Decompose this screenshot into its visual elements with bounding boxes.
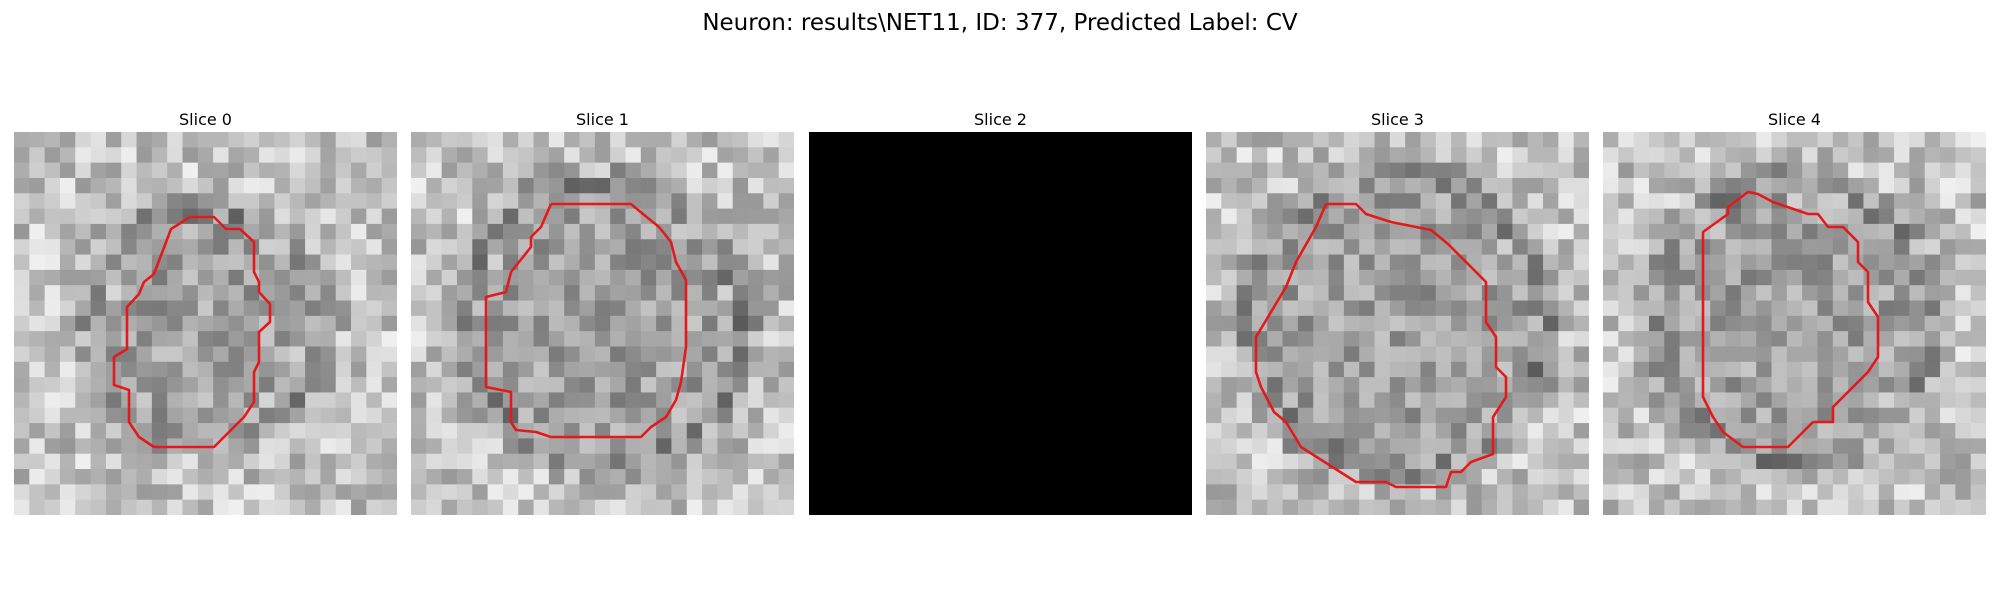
- cell-contour-3: [1254, 202, 1508, 489]
- slice-image-2: [809, 132, 1192, 515]
- slice-title-1: Slice 1: [576, 110, 629, 129]
- slice-panel-0: Slice 0: [14, 110, 397, 515]
- slice-title-2: Slice 2: [974, 110, 1027, 129]
- cell-contour-1: [484, 202, 688, 439]
- figure-title: Neuron: results\NET11, ID: 377, Predicte…: [702, 10, 1298, 36]
- slice-title-0: Slice 0: [179, 110, 232, 129]
- cell-contour-0: [112, 215, 272, 449]
- slice-image-4: [1603, 132, 1986, 515]
- slice-image-3: [1206, 132, 1589, 515]
- slice-panel-1: Slice 1: [411, 110, 794, 515]
- slice-image-0: [14, 132, 397, 515]
- slice-image-1: [411, 132, 794, 515]
- slice-panel-2: Slice 2: [809, 110, 1192, 515]
- slice-title-4: Slice 4: [1768, 110, 1821, 129]
- slice-panel-3: Slice 3: [1206, 110, 1589, 515]
- slice-panel-4: Slice 4: [1603, 110, 1986, 515]
- cell-contour-4: [1701, 190, 1880, 449]
- slice-title-3: Slice 3: [1371, 110, 1424, 129]
